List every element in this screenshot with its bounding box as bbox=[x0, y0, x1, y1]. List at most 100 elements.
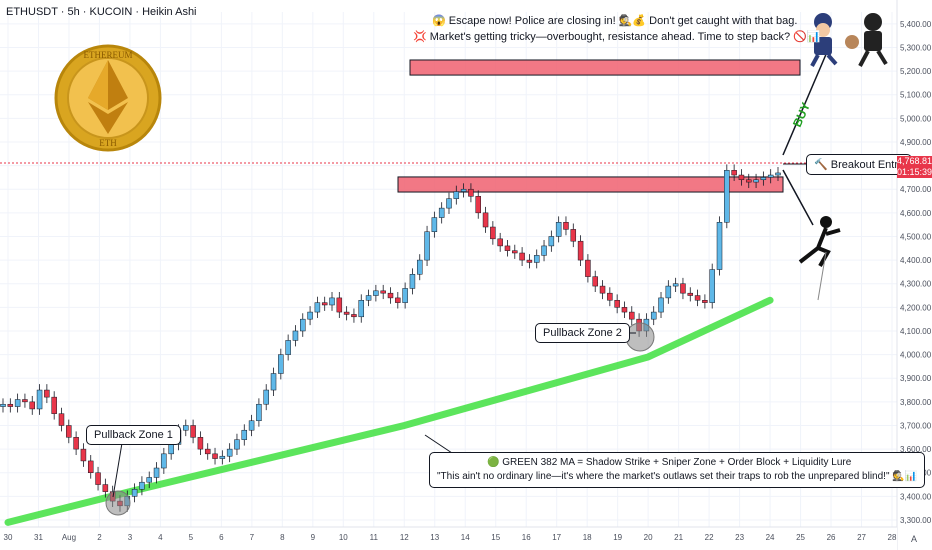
ethereum-coin-icon: ETHEREUM ETH bbox=[54, 44, 162, 152]
svg-text:ETHEREUM: ETHEREUM bbox=[84, 50, 133, 60]
candle-body bbox=[270, 373, 277, 391]
candle-body bbox=[300, 318, 306, 332]
time-tick-label: 5 bbox=[189, 533, 194, 542]
candle-body bbox=[234, 439, 240, 450]
candle-body bbox=[278, 354, 284, 374]
current-price-value: 4,768.81 bbox=[897, 156, 932, 166]
time-tick-label: 28 bbox=[888, 533, 897, 542]
banner-line-2: 💢 Market's getting tricky—overbought, re… bbox=[413, 31, 821, 43]
candle-body bbox=[7, 403, 14, 407]
candle-body bbox=[22, 399, 28, 403]
time-tick-label: 11 bbox=[370, 533, 379, 542]
time-tick-label: 15 bbox=[491, 533, 500, 542]
candle-body bbox=[380, 290, 386, 294]
candle-body bbox=[58, 413, 65, 426]
candle-body bbox=[570, 229, 577, 242]
candle-body bbox=[533, 255, 540, 263]
candle-body bbox=[146, 477, 152, 483]
time-tick-label: 26 bbox=[827, 533, 836, 542]
price-tick-label: 4,900.00 bbox=[900, 138, 932, 147]
time-axis: 30 31 Aug 2 3 4 5 6 7 8 9 10 11 12 13 14 15 16 17 18 19 20 21 2… bbox=[0, 526, 917, 550]
time-tick-label: 16 bbox=[522, 533, 531, 542]
candle-body bbox=[87, 460, 94, 473]
candle-body bbox=[512, 250, 518, 254]
price-tick-label: 4,000.00 bbox=[900, 351, 932, 360]
candle-body bbox=[307, 311, 313, 320]
svg-text:ETH: ETH bbox=[99, 138, 117, 148]
candle-body bbox=[336, 297, 343, 313]
candle-body bbox=[665, 285, 672, 299]
price-tick-label: 3,800.00 bbox=[900, 398, 932, 407]
candles bbox=[0, 164, 781, 512]
candle-body bbox=[614, 300, 620, 308]
candle-body bbox=[197, 437, 204, 450]
candle-body bbox=[212, 453, 218, 459]
time-tick-label: 18 bbox=[583, 533, 592, 542]
candle-body bbox=[51, 396, 57, 414]
time-tick-label: 12 bbox=[400, 533, 409, 542]
pullback-marker-2 bbox=[625, 322, 655, 352]
candle-body bbox=[387, 292, 394, 299]
time-tick-label: 6 bbox=[219, 533, 224, 542]
candle-body bbox=[702, 300, 708, 303]
candle-body bbox=[555, 222, 562, 237]
candle-body bbox=[431, 217, 438, 232]
candle-body bbox=[80, 448, 87, 462]
time-tick-label: 30 bbox=[4, 533, 13, 542]
candle-body bbox=[321, 302, 328, 306]
candle-body bbox=[607, 292, 613, 301]
ma-description-line-2: "This ain't no ordinary line—it's where … bbox=[437, 471, 918, 482]
candle-body bbox=[66, 425, 72, 438]
candle-body bbox=[460, 188, 467, 192]
pullback1-pointer bbox=[112, 442, 123, 498]
candle-body bbox=[256, 403, 262, 422]
candle-body bbox=[95, 472, 101, 485]
ma-line bbox=[4, 296, 774, 526]
candle-body bbox=[446, 198, 452, 209]
candle-body bbox=[204, 448, 211, 455]
candle-body bbox=[563, 222, 569, 230]
candle-body bbox=[168, 444, 174, 455]
candle-body bbox=[409, 274, 416, 289]
candle-body bbox=[329, 297, 335, 306]
time-tick-label: 3 bbox=[128, 533, 133, 542]
candle-body bbox=[746, 179, 752, 183]
candle-body bbox=[526, 259, 533, 263]
price-tick-label: 3,300.00 bbox=[900, 516, 932, 525]
candle-body bbox=[219, 455, 226, 459]
breakout-entry-label: 🔨 Breakout Entry bbox=[806, 154, 912, 175]
pullback-zone-1-label: Pullback Zone 1 bbox=[86, 425, 181, 445]
time-tick-label: 24 bbox=[766, 533, 775, 542]
time-tick-label: Aug bbox=[62, 533, 76, 542]
candle-body bbox=[599, 285, 606, 294]
candle-body bbox=[694, 295, 701, 301]
candle-body bbox=[760, 177, 767, 181]
candle-body bbox=[775, 172, 781, 176]
price-tick-label: 5,100.00 bbox=[900, 91, 932, 100]
time-tick-label: 20 bbox=[644, 533, 653, 542]
candle-body bbox=[504, 245, 511, 251]
ma-description-line-1: 🟢 GREEN 382 MA = Shadow Strike + Sniper … bbox=[487, 457, 852, 468]
candle-body bbox=[621, 307, 628, 313]
candle-body bbox=[29, 401, 35, 410]
time-tick-label: 19 bbox=[613, 533, 622, 542]
candle-body bbox=[365, 295, 372, 301]
candle-body bbox=[102, 484, 109, 492]
candle-body bbox=[416, 259, 423, 275]
time-tick-label: 22 bbox=[705, 533, 714, 542]
candle-body bbox=[658, 297, 664, 313]
candle-body bbox=[424, 231, 430, 261]
candle-body bbox=[592, 276, 598, 287]
zones bbox=[397, 59, 801, 193]
candle-body bbox=[497, 238, 503, 247]
price-tick-label: 4,500.00 bbox=[900, 232, 932, 241]
candle-body bbox=[248, 420, 255, 431]
time-tick-label: 2 bbox=[97, 533, 102, 542]
candle-body bbox=[351, 314, 357, 318]
time-tick-label: 21 bbox=[674, 533, 683, 542]
price-tick-label: 3,600.00 bbox=[900, 445, 932, 454]
drop-arrow bbox=[782, 169, 814, 226]
candle-body bbox=[438, 207, 445, 218]
candle-body bbox=[14, 399, 21, 407]
candle-body bbox=[292, 330, 299, 341]
